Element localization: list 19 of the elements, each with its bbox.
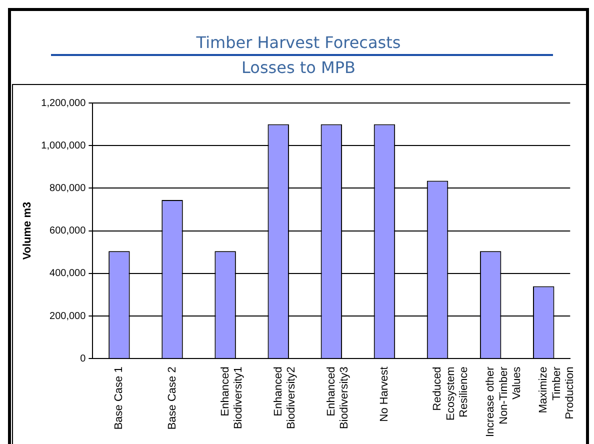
x-tick-label: Base Case 2 — [166, 366, 178, 430]
y-tick-label: 1,000,000 — [41, 140, 86, 152]
y-tick-label: 200,000 — [50, 310, 86, 322]
x-tick-label: Maximize Timber Production — [538, 366, 576, 420]
x-tick-label: Enhanced Biodiversity3 — [325, 366, 351, 430]
x-tick-label: Reduced Ecosystem Resilience — [432, 366, 470, 420]
chart-subtitle: Losses to MPB — [240, 58, 356, 77]
y-tick-label: 600,000 — [50, 226, 86, 237]
x-tick-label: Enhanced Biodiversity1 — [219, 366, 245, 430]
y-tick-label: 1,200,000 — [41, 98, 86, 109]
x-tick-label: No Harvest — [378, 366, 390, 422]
x-tick-label: Enhanced Biodiversity2 — [272, 366, 298, 430]
y-tick-label: 400,000 — [50, 268, 86, 280]
x-tick-label: Increase other Non-Timber Values — [484, 366, 523, 438]
chart-title: Timber Harvest Forecasts — [195, 33, 402, 52]
x-tick-label: Base Case 1 — [113, 366, 126, 430]
y-axis-title: Volume m3 — [22, 202, 34, 260]
y-tick-label: 0 — [80, 353, 86, 364]
y-tick-label: 800,000 — [50, 182, 86, 194]
